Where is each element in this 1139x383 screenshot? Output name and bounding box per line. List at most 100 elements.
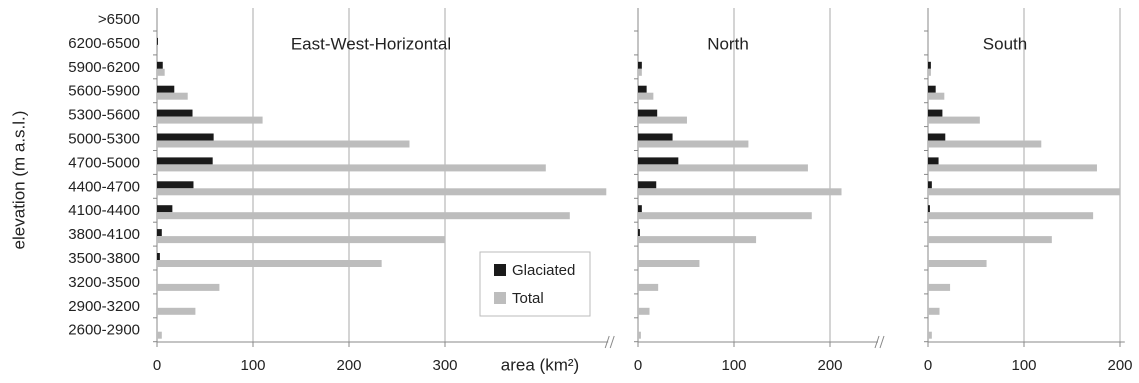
bar: [928, 61, 931, 69]
x-tick-label: 100: [721, 357, 746, 374]
y-tick-label: 2600-2900: [68, 322, 140, 339]
bar: [157, 307, 196, 315]
x-tick-label: 0: [634, 357, 642, 374]
bar: [638, 205, 642, 213]
y-tick-label: 5000-5300: [68, 130, 140, 147]
legend-swatch: [494, 292, 506, 304]
bar: [157, 260, 382, 267]
bar: [928, 188, 1120, 196]
bar: [638, 116, 687, 124]
bar: [638, 68, 642, 76]
bar: [157, 212, 570, 220]
y-tick-label: >6500: [98, 11, 140, 28]
bar: [928, 164, 1097, 172]
bar: [157, 188, 607, 196]
axis-break: [609, 335, 615, 349]
y-tick-label: 2900-3200: [68, 298, 140, 315]
bar: [638, 212, 812, 220]
bar: [928, 181, 932, 189]
panel-title: North: [707, 34, 749, 53]
bar: [157, 68, 165, 76]
x-tick-label: 200: [336, 357, 361, 374]
bar: [157, 92, 188, 100]
bar: [157, 164, 546, 172]
x-tick-label: 200: [817, 357, 842, 374]
x-tick-label: 0: [924, 357, 932, 374]
bar: [638, 236, 757, 244]
bar: [638, 331, 641, 339]
legend-swatch: [494, 264, 506, 276]
y-tick-label: 5600-5900: [68, 83, 140, 100]
x-tick-label: 0: [153, 357, 161, 374]
y-tick-label: 3200-3500: [68, 274, 140, 291]
y-tick-label: 5300-5600: [68, 107, 140, 124]
bar: [638, 92, 654, 100]
legend-label: Glaciated: [512, 262, 575, 279]
x-tick-label: 300: [432, 357, 457, 374]
bar: [928, 157, 939, 165]
bar: [638, 61, 642, 69]
bar: [928, 133, 946, 141]
bar: [638, 157, 679, 165]
y-tick-label: 6200-6500: [68, 35, 140, 52]
bar: [157, 236, 445, 244]
bar: [928, 260, 987, 267]
bar: [638, 307, 650, 315]
bar: [928, 109, 943, 117]
bar: [157, 181, 194, 189]
x-axis-label: area (km²): [501, 355, 579, 374]
bar: [928, 140, 1042, 148]
bar: [638, 109, 658, 117]
bar: [928, 116, 980, 124]
bar: [157, 37, 158, 45]
bar: [638, 85, 647, 93]
bar: [928, 307, 940, 315]
x-tick-label: 100: [1011, 357, 1036, 374]
legend-label: Total: [512, 290, 544, 307]
legend-box: [479, 251, 591, 317]
x-tick-label: 100: [240, 357, 265, 374]
axis-break: [604, 335, 610, 349]
bar: [157, 157, 213, 165]
y-tick-label: 4700-5000: [68, 154, 140, 171]
bar: [928, 212, 1094, 220]
bar: [157, 140, 410, 148]
bar: [928, 236, 1052, 244]
y-tick-label: 4100-4400: [68, 202, 140, 219]
bar: [928, 68, 931, 76]
bar: [928, 85, 936, 93]
panel-title: South: [983, 34, 1027, 53]
panel-title: East-West-Horizontal: [291, 34, 451, 53]
bar: [638, 164, 808, 172]
bar: [638, 260, 700, 267]
bar: [157, 133, 214, 141]
y-tick-label: 4400-4700: [68, 178, 140, 195]
bar: [928, 205, 930, 213]
bar: [638, 181, 657, 189]
y-tick-label: 3800-4100: [68, 226, 140, 243]
y-axis-label: elevation (m a.s.l.): [9, 111, 28, 250]
bar: [638, 229, 640, 237]
bar: [157, 205, 173, 213]
x-tick-label: 200: [1107, 357, 1132, 374]
bar: [157, 229, 162, 237]
bar: [157, 331, 162, 339]
bar: [638, 188, 842, 196]
axis-break: [874, 335, 880, 349]
bar: [928, 283, 951, 291]
bar: [638, 283, 659, 291]
bar: [157, 116, 263, 124]
bar: [157, 253, 160, 260]
bar: [928, 92, 945, 100]
bar: [638, 140, 749, 148]
axis-break: [879, 335, 885, 349]
bar: [157, 44, 158, 52]
y-tick-label: 5900-6200: [68, 59, 140, 76]
bar: [157, 61, 163, 69]
bar: [157, 283, 220, 291]
bar: [638, 133, 673, 141]
y-tick-label: 3500-3800: [68, 250, 140, 267]
bar: [928, 331, 932, 339]
bar: [157, 109, 193, 117]
